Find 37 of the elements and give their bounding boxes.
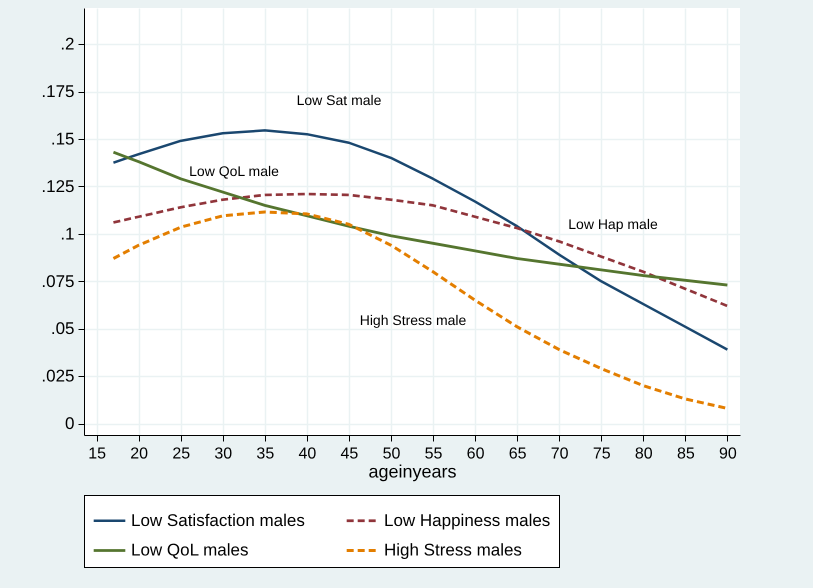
- legend-label: Low Satisfaction males: [131, 510, 305, 530]
- y-tick-label: .05: [50, 319, 74, 338]
- y-tick-label: .1: [60, 224, 74, 244]
- legend-label: Low QoL males: [131, 540, 248, 560]
- y-tick-label: .175: [41, 82, 74, 101]
- legend-label: Low Happiness males: [384, 510, 550, 530]
- x-axis-title: ageinyears: [368, 462, 457, 482]
- annotation: Low QoL male: [189, 163, 280, 179]
- y-tick-label: 0: [65, 414, 74, 434]
- x-tick-label: 30: [214, 446, 232, 462]
- x-tick-label: 90: [718, 446, 737, 462]
- x-tick-label: 45: [340, 446, 358, 462]
- y-tick-label: .15: [50, 129, 74, 148]
- legend-label: High Stress males: [384, 540, 522, 560]
- x-tick-label: 40: [298, 446, 316, 462]
- annotation: Low Hap male: [568, 216, 658, 232]
- y-tick-label: .025: [41, 366, 74, 386]
- line-series: [112, 129, 729, 351]
- x-tick-label: 60: [466, 446, 485, 462]
- x-tick-label: 15: [88, 446, 106, 462]
- y-tick-label: .075: [41, 272, 74, 291]
- x-tick-label: 80: [634, 446, 653, 462]
- x-tick-label: 85: [676, 446, 695, 462]
- line-series: [112, 150, 729, 286]
- line-series: [112, 192, 729, 308]
- x-tick-label: 50: [382, 446, 400, 462]
- annotation: Low Sat male: [296, 92, 382, 108]
- y-tick-label: .2: [60, 34, 74, 54]
- x-tick-label: 70: [550, 446, 569, 462]
- x-tick-label: 65: [508, 446, 527, 462]
- x-tick-label: 20: [130, 446, 148, 462]
- x-tick-label: 75: [592, 446, 611, 462]
- annotation: High Stress male: [360, 312, 467, 328]
- x-tick-label: 25: [172, 446, 190, 462]
- y-tick-label: .125: [41, 176, 74, 196]
- x-tick-label: 35: [256, 446, 274, 462]
- x-tick-label: 55: [424, 446, 443, 462]
